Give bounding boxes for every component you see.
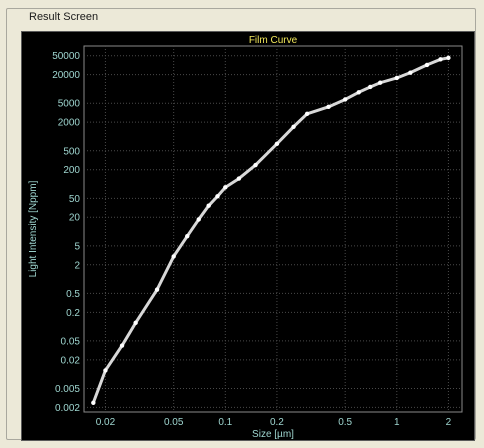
y-tick-label: 20 bbox=[69, 213, 81, 224]
data-point bbox=[274, 141, 280, 147]
y-tick-label: 50000 bbox=[52, 51, 80, 62]
data-point bbox=[377, 80, 383, 85]
chart-title: Film Curve bbox=[249, 35, 298, 46]
data-point bbox=[368, 84, 373, 90]
y-tick-label: 0.05 bbox=[61, 336, 81, 347]
series-line bbox=[91, 56, 450, 405]
x-tick-label: 0.1 bbox=[218, 417, 232, 428]
data-point bbox=[103, 368, 108, 373]
y-tick-label: 200 bbox=[63, 165, 80, 176]
data-point bbox=[253, 162, 258, 168]
x-tick-label: 0.2 bbox=[270, 417, 284, 428]
group-label: Result Screen bbox=[25, 11, 103, 23]
data-point bbox=[154, 287, 160, 292]
result-screen-group: Result Screen 0.02 0.05 0.1 0.2 0.5 1 2 0.002 0.… bbox=[6, 8, 476, 441]
y-tick-label: 0.5 bbox=[66, 289, 80, 300]
data-point bbox=[206, 203, 211, 208]
data-point bbox=[215, 194, 220, 199]
data-point bbox=[196, 217, 201, 222]
data-point bbox=[185, 233, 190, 239]
x-tick-label: 1 bbox=[394, 417, 400, 428]
y-tick-label: 2 bbox=[74, 260, 80, 271]
film-curve-chart: 0.02 0.05 0.1 0.2 0.5 1 2 0.002 0.005 0.02 0.05 0.2… bbox=[28, 35, 463, 440]
data-point bbox=[356, 90, 361, 95]
data-point bbox=[342, 97, 348, 102]
y-tick-label: 50 bbox=[69, 194, 81, 205]
data-point bbox=[304, 111, 310, 116]
data-point bbox=[424, 62, 430, 68]
data-point bbox=[438, 57, 443, 62]
y-tick-label: 0.2 bbox=[66, 308, 80, 319]
x-tick-label: 0.02 bbox=[96, 417, 116, 428]
y-tick-label: 5 bbox=[74, 241, 80, 252]
y-axis-title: Light Intensity [Nppm] bbox=[28, 180, 39, 277]
data-point bbox=[394, 75, 399, 81]
y-tick-label: 0.02 bbox=[61, 355, 81, 366]
y-tick-label: 0.005 bbox=[55, 384, 80, 395]
data-point bbox=[133, 320, 138, 326]
data-point bbox=[236, 176, 242, 181]
data-point bbox=[171, 254, 176, 259]
data-point bbox=[446, 55, 451, 61]
data-point bbox=[326, 104, 331, 110]
x-tick-label: 0.5 bbox=[338, 417, 352, 428]
data-point bbox=[291, 124, 296, 129]
data-point bbox=[408, 70, 413, 75]
data-point bbox=[91, 400, 96, 405]
x-tick-label: 0.05 bbox=[164, 417, 184, 428]
plot-frame bbox=[83, 45, 463, 413]
data-point bbox=[223, 185, 228, 190]
x-tick-label: 2 bbox=[446, 417, 452, 428]
y-tick-label: 500 bbox=[63, 146, 80, 157]
y-tick-label: 0.002 bbox=[55, 403, 80, 414]
film-curve-plot[interactable]: 0.02 0.05 0.1 0.2 0.5 1 2 0.002 0.005 0.02 0.05 0.2… bbox=[21, 31, 475, 441]
x-axis-title: Size [µm] bbox=[252, 429, 294, 440]
y-tick-label: 20000 bbox=[52, 70, 80, 81]
y-tick-label: 2000 bbox=[58, 118, 81, 129]
y-tick-label: 5000 bbox=[58, 99, 81, 110]
data-point bbox=[119, 343, 125, 348]
